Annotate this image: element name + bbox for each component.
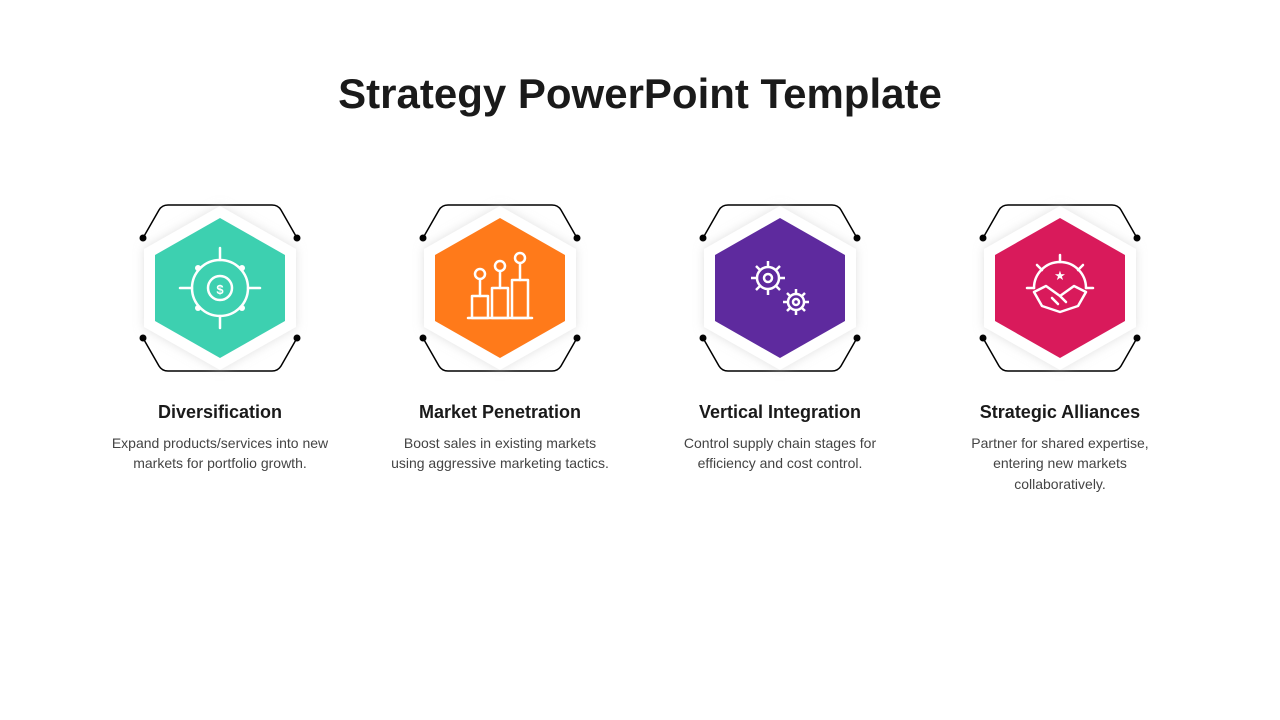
strategy-item-vertical-integration: Vertical Integration Control supply chai…	[650, 188, 910, 494]
item-title: Strategic Alliances	[980, 402, 1140, 423]
item-title: Diversification	[158, 402, 282, 423]
strategy-item-market-penetration: Market Penetration Boost sales in existi…	[370, 188, 630, 494]
hex-vertical-integration	[670, 188, 890, 388]
slide-title: Strategy PowerPoint Template	[60, 70, 1220, 118]
strategy-item-strategic-alliances: ★ Strategic Alliances Partner for shared…	[930, 188, 1190, 494]
strategy-item-diversification: $ Diversification Expand products/servic…	[90, 188, 350, 494]
svg-text:★: ★	[1054, 268, 1066, 283]
item-title: Market Penetration	[419, 402, 581, 423]
item-title: Vertical Integration	[699, 402, 861, 423]
items-row: $ Diversification Expand products/servic…	[60, 188, 1220, 494]
item-description: Boost sales in existing markets using ag…	[390, 433, 610, 474]
item-description: Expand products/services into new market…	[110, 433, 330, 474]
hex-strategic-alliances: ★	[950, 188, 1170, 388]
item-description: Control supply chain stages for efficien…	[670, 433, 890, 474]
svg-text:$: $	[216, 282, 224, 297]
slide-container: Strategy PowerPoint Template	[0, 0, 1280, 720]
hex-market-penetration	[390, 188, 610, 388]
item-description: Partner for shared expertise, entering n…	[950, 433, 1170, 494]
hex-diversification: $	[110, 188, 330, 388]
